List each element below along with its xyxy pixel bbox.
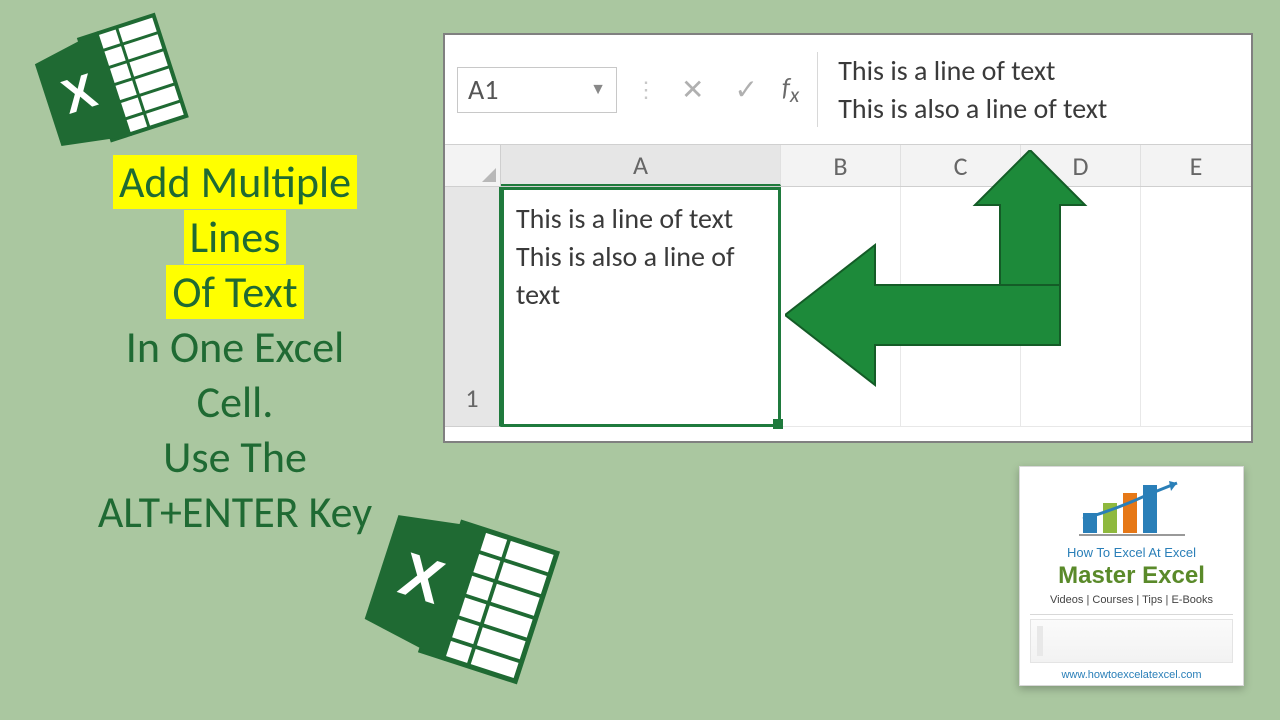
fx-icon[interactable]: fx <box>782 71 799 108</box>
formula-bar-content[interactable]: This is a line of text This is also a li… <box>817 52 1107 128</box>
promo-chart-icon <box>1030 477 1233 541</box>
cell-e1[interactable] <box>1141 187 1251 427</box>
headline-line-5: Cell. <box>70 375 400 430</box>
cancel-icon[interactable]: ✕ <box>675 72 710 107</box>
column-header-a[interactable]: A <box>501 145 781 186</box>
promo-title: Master Excel <box>1030 562 1233 590</box>
headline-line-1: Add Multiple <box>113 155 357 209</box>
column-header-d[interactable]: D <box>1021 145 1141 186</box>
headline-line-7: ALT+ENTER Key <box>70 485 400 540</box>
headline-line-3: Of Text <box>166 265 303 319</box>
dropdown-icon[interactable]: ▼ <box>590 80 606 99</box>
column-header-e[interactable]: E <box>1141 145 1251 186</box>
promo-subtitle: How To Excel At Excel <box>1030 545 1233 560</box>
name-box-value: A1 <box>468 72 498 107</box>
headline-block: Add Multiple Lines Of Text In One Excel … <box>70 155 400 540</box>
cell-d1[interactable] <box>1021 187 1141 427</box>
cell-c1[interactable] <box>901 187 1021 427</box>
excel-screenshot: A1 ▼ ⋮ ✕ ✓ fx This is a line of text Thi… <box>443 33 1253 443</box>
column-header-b[interactable]: B <box>781 145 901 186</box>
row-1: 1 This is a line of text This is also a … <box>445 187 1251 427</box>
cell-a1[interactable]: This is a line of text This is also a li… <box>501 187 781 427</box>
enter-icon[interactable]: ✓ <box>728 72 763 107</box>
promo-url: www.howtoexcelatexcel.com <box>1030 669 1233 681</box>
name-box[interactable]: A1 ▼ <box>457 67 617 113</box>
column-headers: A B C D E <box>445 145 1251 187</box>
row-header-1[interactable]: 1 <box>445 187 501 427</box>
formula-bar: A1 ▼ ⋮ ✕ ✓ fx This is a line of text Thi… <box>445 35 1251 145</box>
headline-line-2: Lines <box>184 210 287 264</box>
promo-mini-sheet <box>1030 619 1233 663</box>
headline-line-6: Use The <box>70 430 400 485</box>
column-header-c[interactable]: C <box>901 145 1021 186</box>
excel-logo-icon: X <box>23 2 196 169</box>
separator-icon: ⋮ <box>635 76 657 103</box>
cell-b1[interactable] <box>781 187 901 427</box>
promo-card: How To Excel At Excel Master Excel Video… <box>1019 466 1244 686</box>
divider <box>1030 614 1233 615</box>
headline-line-4: In One Excel <box>70 320 400 375</box>
select-all-corner[interactable] <box>445 145 501 186</box>
promo-tags: Videos | Courses | Tips | E-Books <box>1030 594 1233 606</box>
